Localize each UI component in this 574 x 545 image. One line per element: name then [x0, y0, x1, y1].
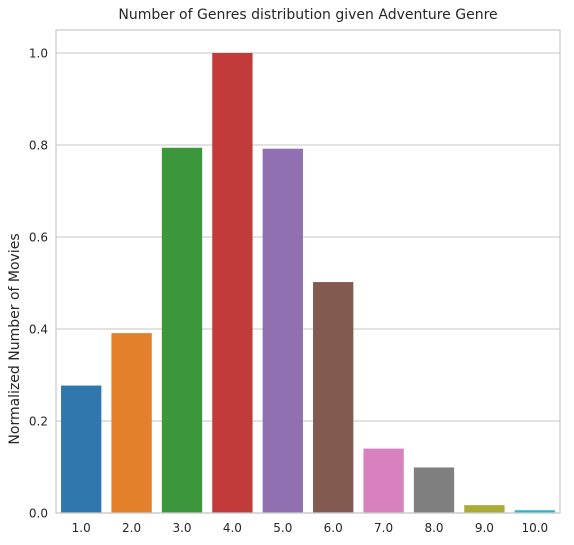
y-tick-label: 0.8 [29, 139, 48, 153]
x-tick-labels: 1.0 2.0 3.0 4.0 5.0 6.0 7.0 8.0 9.0 10.0 [72, 521, 549, 535]
bar-9.0 [464, 505, 505, 513]
bar-1.0 [61, 385, 102, 513]
y-axis-label: Normalized Number of Movies [7, 233, 23, 444]
x-tick-label: 9.0 [475, 521, 494, 535]
bars [61, 53, 555, 513]
y-tick-label: 0.6 [29, 231, 48, 245]
x-tick-label: 7.0 [374, 521, 393, 535]
x-tick-label: 3.0 [172, 521, 191, 535]
x-tick-label: 1.0 [72, 521, 91, 535]
y-tick-label: 0.2 [29, 415, 48, 429]
x-tick-label: 4.0 [223, 521, 242, 535]
x-tick-label: 10.0 [521, 521, 548, 535]
bar-4.0 [212, 53, 253, 513]
y-tick-label: 1.0 [29, 47, 48, 61]
y-tick-label: 0.4 [29, 323, 48, 337]
x-tick-label: 2.0 [122, 521, 141, 535]
x-tick-label: 8.0 [424, 521, 443, 535]
bar-8.0 [413, 467, 455, 513]
bar-2.0 [111, 333, 152, 513]
x-tick-label: 6.0 [324, 521, 343, 535]
x-tick-label: 5.0 [273, 521, 292, 535]
plot-frame [55, 29, 561, 514]
bar-6.0 [313, 282, 354, 513]
y-tick-labels: 0.0 0.2 0.4 0.6 0.8 1.0 [29, 47, 48, 521]
bar-10.0 [514, 510, 555, 513]
chart-title: Number of Genres distribution given Adve… [118, 7, 497, 23]
bar-5.0 [262, 148, 303, 513]
bar-3.0 [161, 147, 203, 513]
y-tick-label: 0.0 [29, 507, 48, 521]
bar-7.0 [363, 448, 404, 513]
